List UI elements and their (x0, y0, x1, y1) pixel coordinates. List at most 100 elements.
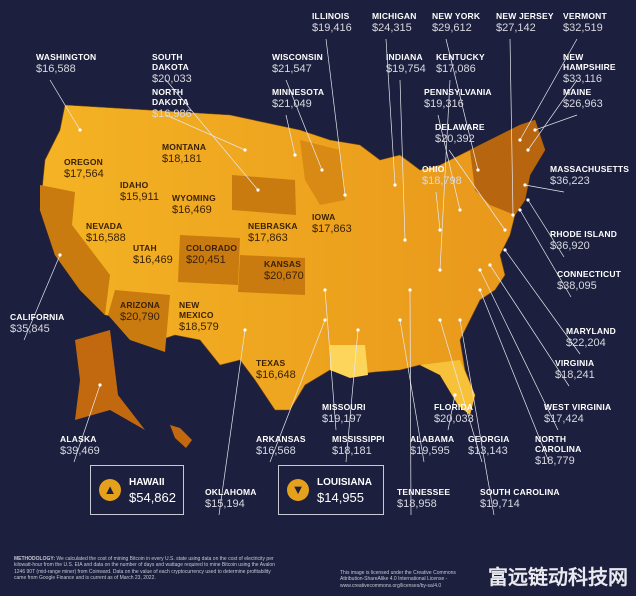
state-label: COLORADO $20,451 (186, 243, 241, 266)
louisiana-box: ▼ LOUISIANA $14,955 (278, 465, 384, 515)
state-name: SOUTH DAKOTA (152, 52, 189, 72)
state-label: FLORIDA $20,033 (434, 402, 484, 425)
leader-line (439, 319, 483, 463)
state-label: INDIANA $19,754 (386, 52, 436, 75)
state-label: WEST VIRGINIA $17,424 (544, 402, 624, 425)
state-value: $15,194 (205, 497, 245, 510)
state-label: NEW MEXICO $18,579 (179, 300, 224, 333)
state-value: $36,223 (550, 174, 590, 187)
state-label: KENTUCKY $17,086 (436, 52, 496, 75)
state-name: MISSISSIPPI (332, 434, 385, 444)
state-value: $19,595 (410, 444, 450, 457)
state-label: GEORGIA $13,143 (468, 434, 518, 457)
leader-line (399, 79, 406, 241)
kansas (238, 255, 305, 295)
leader-line (509, 38, 514, 216)
state-value: $15,911 (120, 190, 159, 203)
state-label: NORTH DAKOTA $16,986 (152, 87, 222, 120)
leader-dot (323, 288, 327, 292)
leader-dot (526, 198, 530, 202)
leader-line (479, 269, 559, 431)
state-value: $20,790 (120, 310, 160, 323)
state-value: $19,714 (480, 497, 520, 510)
leader-dot (503, 248, 507, 252)
state-value: $14,955 (317, 490, 364, 505)
state-label: MARYLAND $22,204 (566, 326, 626, 349)
state-value: $20,033 (152, 72, 192, 85)
state-name: NORTH DAKOTA (152, 87, 189, 107)
state-name: CALIFORNIA (10, 312, 65, 322)
state-value: $16,588 (36, 62, 76, 75)
state-value: $20,392 (435, 132, 475, 145)
state-name: ILLINOIS (312, 11, 350, 21)
state-name: VIRGINIA (555, 358, 595, 368)
leader-line (23, 254, 61, 341)
state-name: NEW JERSEY (496, 11, 554, 21)
leader-dot (398, 318, 402, 322)
state-name: HAWAII (129, 477, 165, 488)
state-name: ALABAMA (410, 434, 455, 444)
state-value: $38,095 (557, 279, 597, 292)
state-label: TENNESSEE $18,958 (397, 487, 457, 510)
state-value: $16,469 (172, 203, 212, 216)
state-name: IOWA (312, 212, 336, 222)
state-name: NEW MEXICO (179, 300, 214, 320)
state-name: TEXAS (256, 358, 286, 368)
state-name: RHODE ISLAND (550, 229, 618, 239)
leader-dot (408, 288, 412, 292)
leader-line (534, 114, 578, 131)
state-label: CALIFORNIA $35,845 (10, 312, 70, 335)
leader-line (445, 38, 479, 171)
state-value: $17,564 (64, 167, 104, 180)
leader-line (489, 264, 570, 387)
state-name: ARIZONA (120, 300, 161, 310)
leader-dot (393, 183, 397, 187)
state-value: $54,862 (129, 490, 176, 505)
state-name: OREGON (64, 157, 103, 167)
leader-line (437, 114, 461, 211)
leader-line (519, 209, 572, 298)
state-name: MARYLAND (566, 326, 616, 336)
leader-dot (518, 208, 522, 212)
state-label: WYOMING $16,469 (172, 193, 227, 216)
leader-line (345, 329, 359, 463)
state-label: ILLINOIS $19,416 (312, 11, 372, 34)
leader-dot (320, 168, 324, 172)
leader-line (325, 38, 346, 196)
leader-dot (243, 328, 247, 332)
florida (420, 360, 475, 415)
leader-dot (523, 183, 527, 187)
state-name: SOUTH CAROLINA (480, 487, 560, 497)
state-label: MASSACHUSETTS $36,223 (550, 164, 630, 187)
hawaii (170, 425, 192, 448)
state-value: $19,416 (312, 21, 352, 34)
state-name: WASHINGTON (36, 52, 97, 62)
state-name: DELAWARE (435, 122, 485, 132)
state-label: PENNSYLVANIA $19,316 (424, 87, 504, 110)
state-name: MISSOURI (322, 402, 366, 412)
leader-dot (476, 168, 480, 172)
leader-line (524, 184, 565, 193)
state-label: ARIZONA $20,790 (120, 300, 175, 323)
methodology: METHODOLOGY: We calculated the cost of m… (14, 556, 284, 581)
state-value: $19,316 (424, 97, 464, 110)
state-value: $20,670 (264, 269, 304, 282)
state-name: COLORADO (186, 243, 238, 253)
state-label: CONNECTICUT $38,095 (557, 269, 627, 292)
leader-line (409, 289, 412, 516)
leader-dot (438, 228, 442, 232)
state-value: $18,241 (555, 368, 595, 381)
arizona (108, 290, 170, 352)
methodology-text: We calculated the cost of mining Bitcoin… (14, 556, 275, 581)
state-label: OREGON $17,564 (64, 157, 124, 180)
state-name: FLORIDA (434, 402, 474, 412)
state-label: KANSAS $20,670 (264, 259, 319, 282)
leader-dot (438, 268, 442, 272)
leader-dot (478, 268, 482, 272)
state-label: NEW HAMPSHIRE $33,116 (563, 52, 623, 85)
state-label: NEW JERSEY $27,142 (496, 11, 556, 34)
state-value: $16,986 (152, 107, 192, 120)
state-value: $17,086 (436, 62, 476, 75)
state-value: $32,519 (563, 21, 603, 34)
